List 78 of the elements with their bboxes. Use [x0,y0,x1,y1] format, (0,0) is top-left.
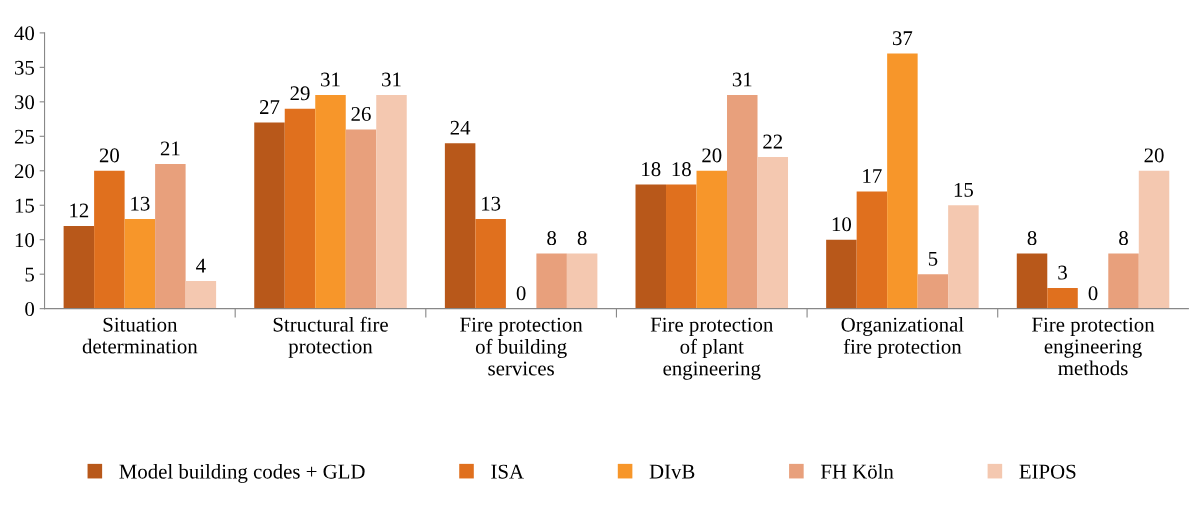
bar [94,170,125,309]
legend-label: DIvB [649,464,695,479]
legend-label: EIPOS [1019,464,1076,479]
data-label: 0 [516,286,526,301]
x-tick-label: Fire protection of building services [460,317,583,376]
data-label: 21 [160,141,180,156]
data-label: 31 [321,72,340,87]
data-label: 18 [672,162,691,177]
y-tick-label: 40 [14,26,35,41]
data-label: 10 [832,217,852,232]
data-label: 37 [892,31,913,46]
bar [475,219,506,309]
data-label: 0 [1088,286,1098,301]
x-tick-label: Fire protection engineering methods [1032,317,1155,376]
bar [315,94,346,309]
bar [856,191,888,309]
data-label: 29 [290,86,310,101]
bar [254,122,285,309]
data-label: 5 [928,251,938,266]
bar [124,219,156,309]
y-tick-label: 15 [15,198,35,213]
bar [185,281,217,309]
x-tick-label: Fire protection of plant engineering [650,317,774,380]
bar [948,205,979,309]
bar [696,170,728,309]
data-label: 20 [99,148,119,163]
data-label: 4 [196,258,206,273]
data-label: 12 [70,203,89,218]
bar [826,239,857,309]
bar [284,108,316,309]
data-label: 26 [351,107,371,122]
bar [727,94,758,309]
bar [536,253,567,309]
y-tick-label: 30 [14,95,35,110]
bar [1138,170,1170,309]
bar [566,253,598,309]
y-tick-label: 10 [15,233,35,248]
data-label: 15 [954,182,973,197]
y-tick-label: 5 [25,267,35,282]
bar [757,156,789,309]
data-label: 13 [482,196,501,211]
data-label: 8 [577,231,587,246]
bar [1108,253,1139,309]
legend-label: ISA [491,464,524,479]
data-label: 8 [1027,231,1037,246]
x-tick-label: Organizational fire protection [841,316,964,358]
legend-label: Model building codes + GLD [119,464,365,483]
legend-label: FH Köln [820,464,894,479]
data-label: 3 [1058,265,1067,280]
bar [1047,287,1078,309]
data-label: 31 [732,72,752,87]
data-label: 8 [547,231,557,246]
bar [63,225,95,309]
data-label: 17 [863,169,882,183]
bar [1016,253,1048,309]
bar [444,143,476,309]
x-tick-label: Situation determination [82,317,198,354]
data-label: 18 [642,162,661,177]
bar [635,184,667,309]
bar [917,274,949,309]
bar [345,129,377,309]
data-label: 13 [131,196,150,211]
bar [155,163,186,309]
bar [666,184,697,309]
y-tick-label: 0 [25,302,35,317]
data-label: 8 [1119,231,1128,246]
data-label: 31 [382,72,401,87]
y-tick-label: 25 [14,129,35,144]
data-label: 20 [1144,148,1164,163]
bar [376,94,407,309]
y-tick-label: 20 [14,164,35,179]
y-tick-label: 35 [14,60,35,75]
data-label: 24 [450,120,471,135]
data-label: 22 [763,134,783,149]
x-tick-label: Structural fire protection [273,316,388,358]
data-label: 20 [702,148,722,163]
data-label: 27 [259,100,280,114]
bar [887,53,918,309]
